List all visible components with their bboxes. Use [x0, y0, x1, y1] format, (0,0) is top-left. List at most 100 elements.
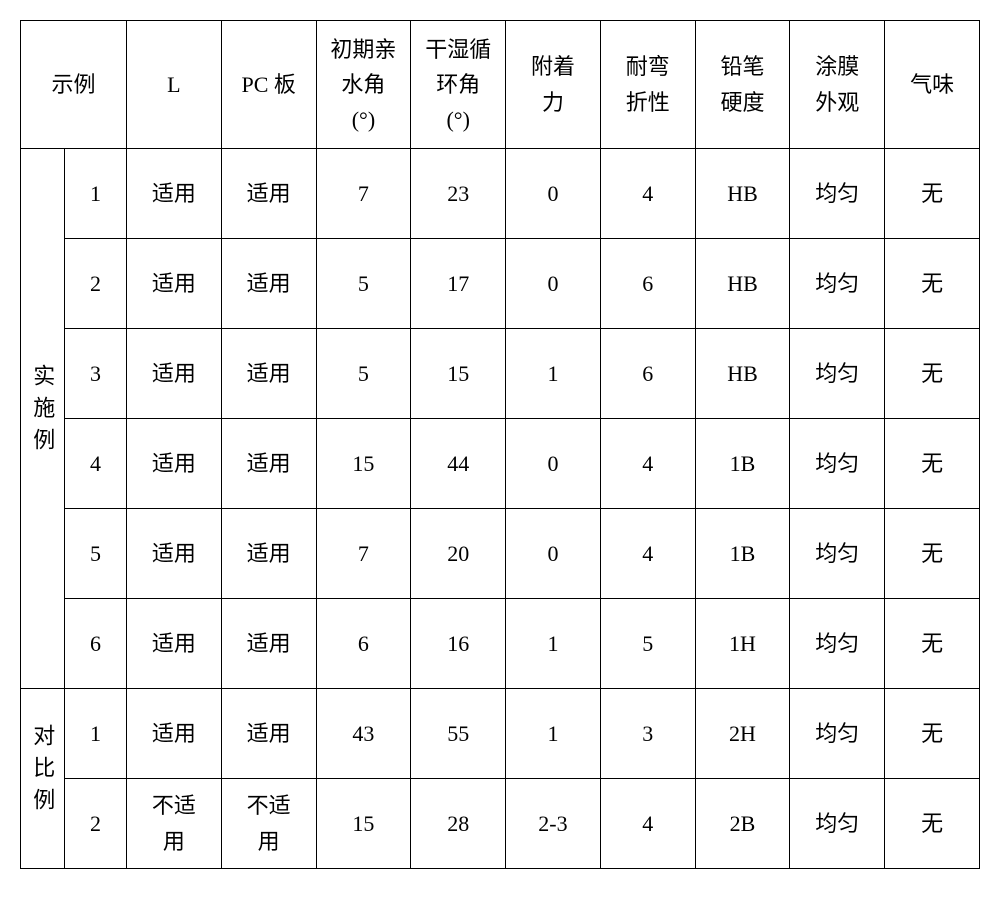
cell: 6 — [600, 329, 695, 419]
cell: 0 — [506, 509, 601, 599]
cell: 20 — [411, 509, 506, 599]
group-label: 对比例 — [21, 689, 65, 869]
cell: 7 — [316, 509, 411, 599]
col-hardness: 铅笔硬度 — [695, 21, 790, 149]
col-cycle-angle: 干湿循环角(°) — [411, 21, 506, 149]
table-row: 2不适用不适用15282-342B均匀无 — [21, 779, 980, 869]
cell: 1 — [506, 329, 601, 419]
cell: 43 — [316, 689, 411, 779]
cell: 适用 — [221, 599, 316, 689]
cell: 23 — [411, 149, 506, 239]
cell: 适用 — [127, 509, 222, 599]
cell: 均匀 — [790, 149, 885, 239]
cell: 均匀 — [790, 689, 885, 779]
cell: 4 — [600, 419, 695, 509]
cell: 适用 — [127, 149, 222, 239]
row-index: 5 — [65, 509, 127, 599]
cell: 1 — [506, 599, 601, 689]
cell: 适用 — [127, 599, 222, 689]
cell: 3 — [600, 689, 695, 779]
cell: 无 — [885, 419, 980, 509]
cell: 15 — [316, 419, 411, 509]
col-initial-angle: 初期亲水角(°) — [316, 21, 411, 149]
cell: 2-3 — [506, 779, 601, 869]
row-index: 1 — [65, 689, 127, 779]
cell: 4 — [600, 149, 695, 239]
cell: 适用 — [221, 689, 316, 779]
cell: 1H — [695, 599, 790, 689]
col-bending: 耐弯折性 — [600, 21, 695, 149]
col-odor: 气味 — [885, 21, 980, 149]
cell: 5 — [600, 599, 695, 689]
cell: 适用 — [221, 149, 316, 239]
cell: 均匀 — [790, 779, 885, 869]
cell: 6 — [316, 599, 411, 689]
cell: 适用 — [221, 239, 316, 329]
cell: 7 — [316, 149, 411, 239]
cell: 17 — [411, 239, 506, 329]
cell: 2H — [695, 689, 790, 779]
row-index: 2 — [65, 779, 127, 869]
cell: 44 — [411, 419, 506, 509]
cell: 4 — [600, 779, 695, 869]
cell: 均匀 — [790, 599, 885, 689]
cell: 无 — [885, 329, 980, 419]
col-example: 示例 — [21, 21, 127, 149]
cell: 均匀 — [790, 329, 885, 419]
cell: 0 — [506, 149, 601, 239]
cell: 无 — [885, 599, 980, 689]
row-index: 4 — [65, 419, 127, 509]
cell: 1B — [695, 419, 790, 509]
row-index: 2 — [65, 239, 127, 329]
col-appearance: 涂膜外观 — [790, 21, 885, 149]
cell: HB — [695, 149, 790, 239]
col-pc: PC 板 — [221, 21, 316, 149]
cell: 适用 — [221, 509, 316, 599]
cell: 2B — [695, 779, 790, 869]
cell: 适用 — [127, 239, 222, 329]
table-row: 3适用适用51516HB均匀无 — [21, 329, 980, 419]
cell: 无 — [885, 779, 980, 869]
cell: 16 — [411, 599, 506, 689]
cell: 6 — [600, 239, 695, 329]
table-row: 对比例1适用适用4355132H均匀无 — [21, 689, 980, 779]
cell: 4 — [600, 509, 695, 599]
cell: 28 — [411, 779, 506, 869]
cell: 均匀 — [790, 509, 885, 599]
table-row: 实施例1适用适用72304HB均匀无 — [21, 149, 980, 239]
cell: HB — [695, 329, 790, 419]
cell: 1B — [695, 509, 790, 599]
data-table-container: 示例 L PC 板 初期亲水角(°) 干湿循环角(°) 附着力 耐弯折性 铅笔硬… — [20, 20, 980, 869]
cell: 15 — [316, 779, 411, 869]
cell: 无 — [885, 509, 980, 599]
cell: 15 — [411, 329, 506, 419]
cell: 5 — [316, 329, 411, 419]
cell: 1 — [506, 689, 601, 779]
col-adhesion: 附着力 — [506, 21, 601, 149]
cell: 适用 — [221, 329, 316, 419]
cell: 不适用 — [221, 779, 316, 869]
table-row: 4适用适用1544041B均匀无 — [21, 419, 980, 509]
cell: 适用 — [127, 689, 222, 779]
group-label: 实施例 — [21, 149, 65, 689]
table-body: 实施例1适用适用72304HB均匀无2适用适用51706HB均匀无3适用适用51… — [21, 149, 980, 869]
cell: 5 — [316, 239, 411, 329]
header-row: 示例 L PC 板 初期亲水角(°) 干湿循环角(°) 附着力 耐弯折性 铅笔硬… — [21, 21, 980, 149]
table-row: 6适用适用616151H均匀无 — [21, 599, 980, 689]
cell: 均匀 — [790, 419, 885, 509]
data-table: 示例 L PC 板 初期亲水角(°) 干湿循环角(°) 附着力 耐弯折性 铅笔硬… — [20, 20, 980, 869]
cell: 55 — [411, 689, 506, 779]
cell: 适用 — [221, 419, 316, 509]
row-index: 6 — [65, 599, 127, 689]
row-index: 3 — [65, 329, 127, 419]
row-index: 1 — [65, 149, 127, 239]
cell: 0 — [506, 419, 601, 509]
cell: 适用 — [127, 329, 222, 419]
cell: 均匀 — [790, 239, 885, 329]
cell: 无 — [885, 239, 980, 329]
cell: 适用 — [127, 419, 222, 509]
cell: 不适用 — [127, 779, 222, 869]
table-row: 2适用适用51706HB均匀无 — [21, 239, 980, 329]
table-row: 5适用适用720041B均匀无 — [21, 509, 980, 599]
cell: HB — [695, 239, 790, 329]
